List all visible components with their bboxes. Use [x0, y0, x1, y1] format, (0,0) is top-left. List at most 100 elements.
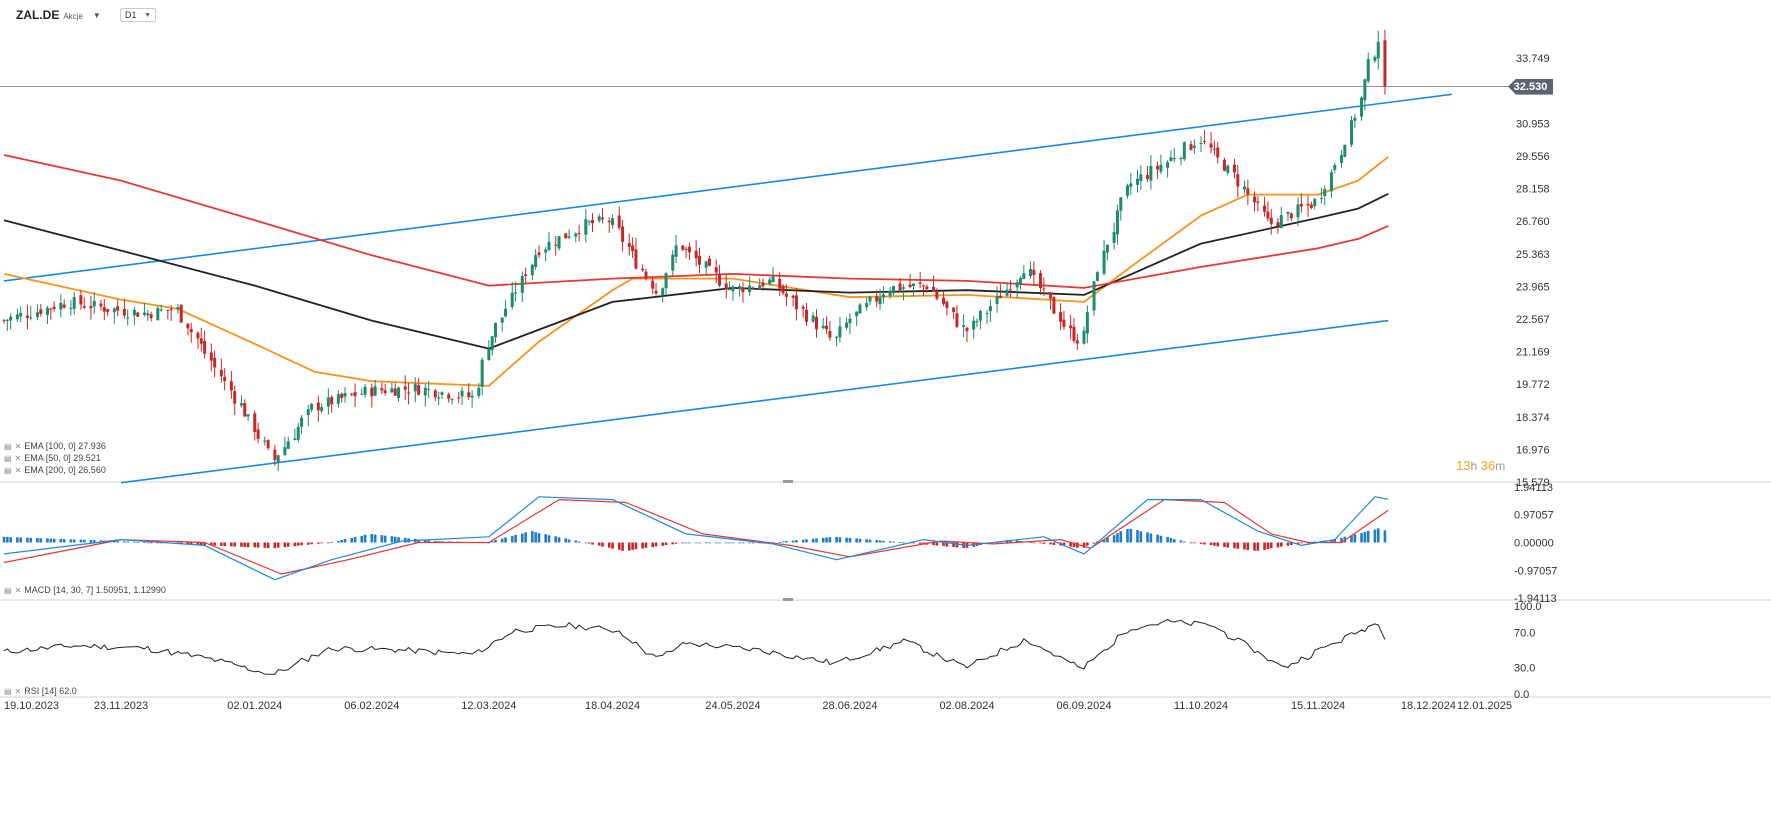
candle-bull [728, 289, 732, 291]
macd-histogram-bar [1209, 542, 1213, 546]
candle-bear [718, 274, 722, 286]
candle-bear [641, 268, 645, 271]
macd-histogram-bar [825, 537, 828, 543]
candle-bull [19, 312, 23, 317]
candle-bear [169, 309, 173, 311]
ema100-line [3, 192, 1389, 350]
close-icon[interactable]: ✕ [14, 465, 22, 475]
candle-bull [1350, 120, 1354, 145]
macd-histogram-bar [403, 537, 407, 543]
macd-histogram-bar [597, 542, 601, 546]
macd-histogram-bar [283, 542, 287, 548]
ema50-legend[interactable]: ▤ ✕ EMA [50, 0] 29.521 [4, 453, 101, 463]
macd-histogram-bar [286, 542, 290, 547]
candle-countdown: 13h 36m [1456, 458, 1505, 473]
macd-histogram-bar [390, 536, 394, 543]
candle-bear [370, 387, 374, 397]
candle-bull [460, 390, 464, 397]
close-icon[interactable]: ✕ [14, 585, 22, 595]
candle-bear [932, 286, 936, 292]
candle-bear [1052, 297, 1056, 314]
macd-histogram-bar [6, 536, 9, 543]
macd-histogram-bar [189, 542, 193, 545]
macd-histogram-bar [674, 542, 678, 544]
macd-histogram-bar [694, 542, 698, 544]
macd-axis-label: 1.94113 [1514, 482, 1553, 494]
symbol-header[interactable]: ZAL.DE Akcje ▼ [16, 8, 101, 22]
macd-histogram-bar [417, 539, 420, 543]
close-icon[interactable]: ✕ [14, 441, 22, 451]
close-icon[interactable]: ✕ [14, 453, 22, 463]
candle-bear [166, 309, 170, 311]
symbol-dropdown-icon[interactable]: ▼ [92, 10, 101, 20]
macd-histogram-bar [126, 541, 130, 543]
rsi-legend[interactable]: ▤ ✕ RSI [14] 62.0 [4, 686, 77, 696]
date-axis-label: 18.04.2024 [585, 700, 640, 712]
candle-bull [988, 306, 992, 312]
macd-axis-label: 0.97057 [1514, 510, 1554, 522]
candle-bull [1179, 157, 1183, 160]
candle-bull [1092, 281, 1096, 311]
candle-bear [213, 357, 217, 368]
candle-bear [1276, 222, 1280, 227]
ema100-legend[interactable]: ▤ ✕ EMA [100, 0] 27.936 [4, 441, 106, 451]
macd-histogram-bar [1350, 535, 1353, 543]
macd-histogram-bar [1032, 542, 1036, 544]
macd-legend[interactable]: ▤ ✕ MACD [14, 30, 7] 1.50951, 1.12990 [4, 585, 166, 595]
last-price-badge[interactable]: 32.530 [1508, 78, 1553, 95]
macd-axis-label: -0.97057 [1514, 565, 1557, 577]
candle-bear [621, 226, 625, 242]
candle-bear [815, 316, 819, 330]
candle-bear [601, 217, 605, 220]
candle-bull [1115, 210, 1119, 235]
macd-histogram-bar [1106, 537, 1109, 543]
candle-bear [1072, 326, 1076, 341]
macd-histogram-bar [684, 542, 688, 544]
candle-bull [557, 236, 561, 249]
macd-histogram-bar [276, 542, 280, 548]
macd-histogram-bar [1353, 534, 1357, 543]
macd-histogram-bar [781, 541, 785, 543]
candle-bear [1309, 204, 1313, 208]
macd-histogram-bar [1340, 537, 1343, 543]
macd-histogram-bar [554, 536, 558, 543]
candle-bear [684, 248, 688, 250]
settings-icon[interactable]: ▤ [4, 585, 12, 595]
candle-bull [487, 348, 491, 361]
macd-histogram-bar [627, 542, 631, 551]
macd-histogram-bar [1276, 542, 1280, 548]
macd-histogram-bar [494, 539, 497, 543]
macd-histogram-bar [1116, 533, 1119, 543]
macd-axis-label: 0.00000 [1514, 538, 1554, 550]
candle-bear [761, 282, 765, 287]
macd-histogram-bar [855, 538, 858, 543]
candle-bear [1256, 201, 1260, 203]
macd-histogram-bar [875, 540, 879, 543]
macd-histogram-bar [72, 539, 76, 543]
ema200-legend[interactable]: ▤ ✕ EMA [200, 0] 26.560 [4, 465, 106, 475]
settings-icon[interactable]: ▤ [4, 686, 12, 696]
macd-histogram-bar [1269, 542, 1273, 549]
candle-bear [467, 392, 471, 398]
macd-histogram-bar [116, 541, 119, 543]
close-icon[interactable]: ✕ [14, 686, 22, 696]
macd-histogram-bar [838, 537, 842, 543]
candle-bull [1018, 278, 1022, 284]
settings-icon[interactable]: ▤ [4, 453, 12, 463]
macd-histogram-bar [360, 535, 364, 543]
date-axis-label: 19.10.2023 [4, 700, 59, 712]
price-axis-label: 23.965 [1516, 281, 1550, 293]
candle-bear [407, 392, 411, 394]
candle-bear [634, 249, 638, 269]
macd-histogram-bar [918, 542, 922, 544]
candle-bull [1125, 185, 1129, 196]
candle-bear [2, 320, 6, 322]
settings-icon[interactable]: ▤ [4, 465, 12, 475]
macd-histogram-bar [821, 537, 825, 543]
channel-line-upper [3, 93, 1452, 282]
candle-bull [159, 309, 163, 311]
macd-histogram-bar [591, 542, 594, 545]
timeframe-select[interactable]: D1 ▼ [120, 8, 156, 22]
settings-icon[interactable]: ▤ [4, 441, 12, 451]
